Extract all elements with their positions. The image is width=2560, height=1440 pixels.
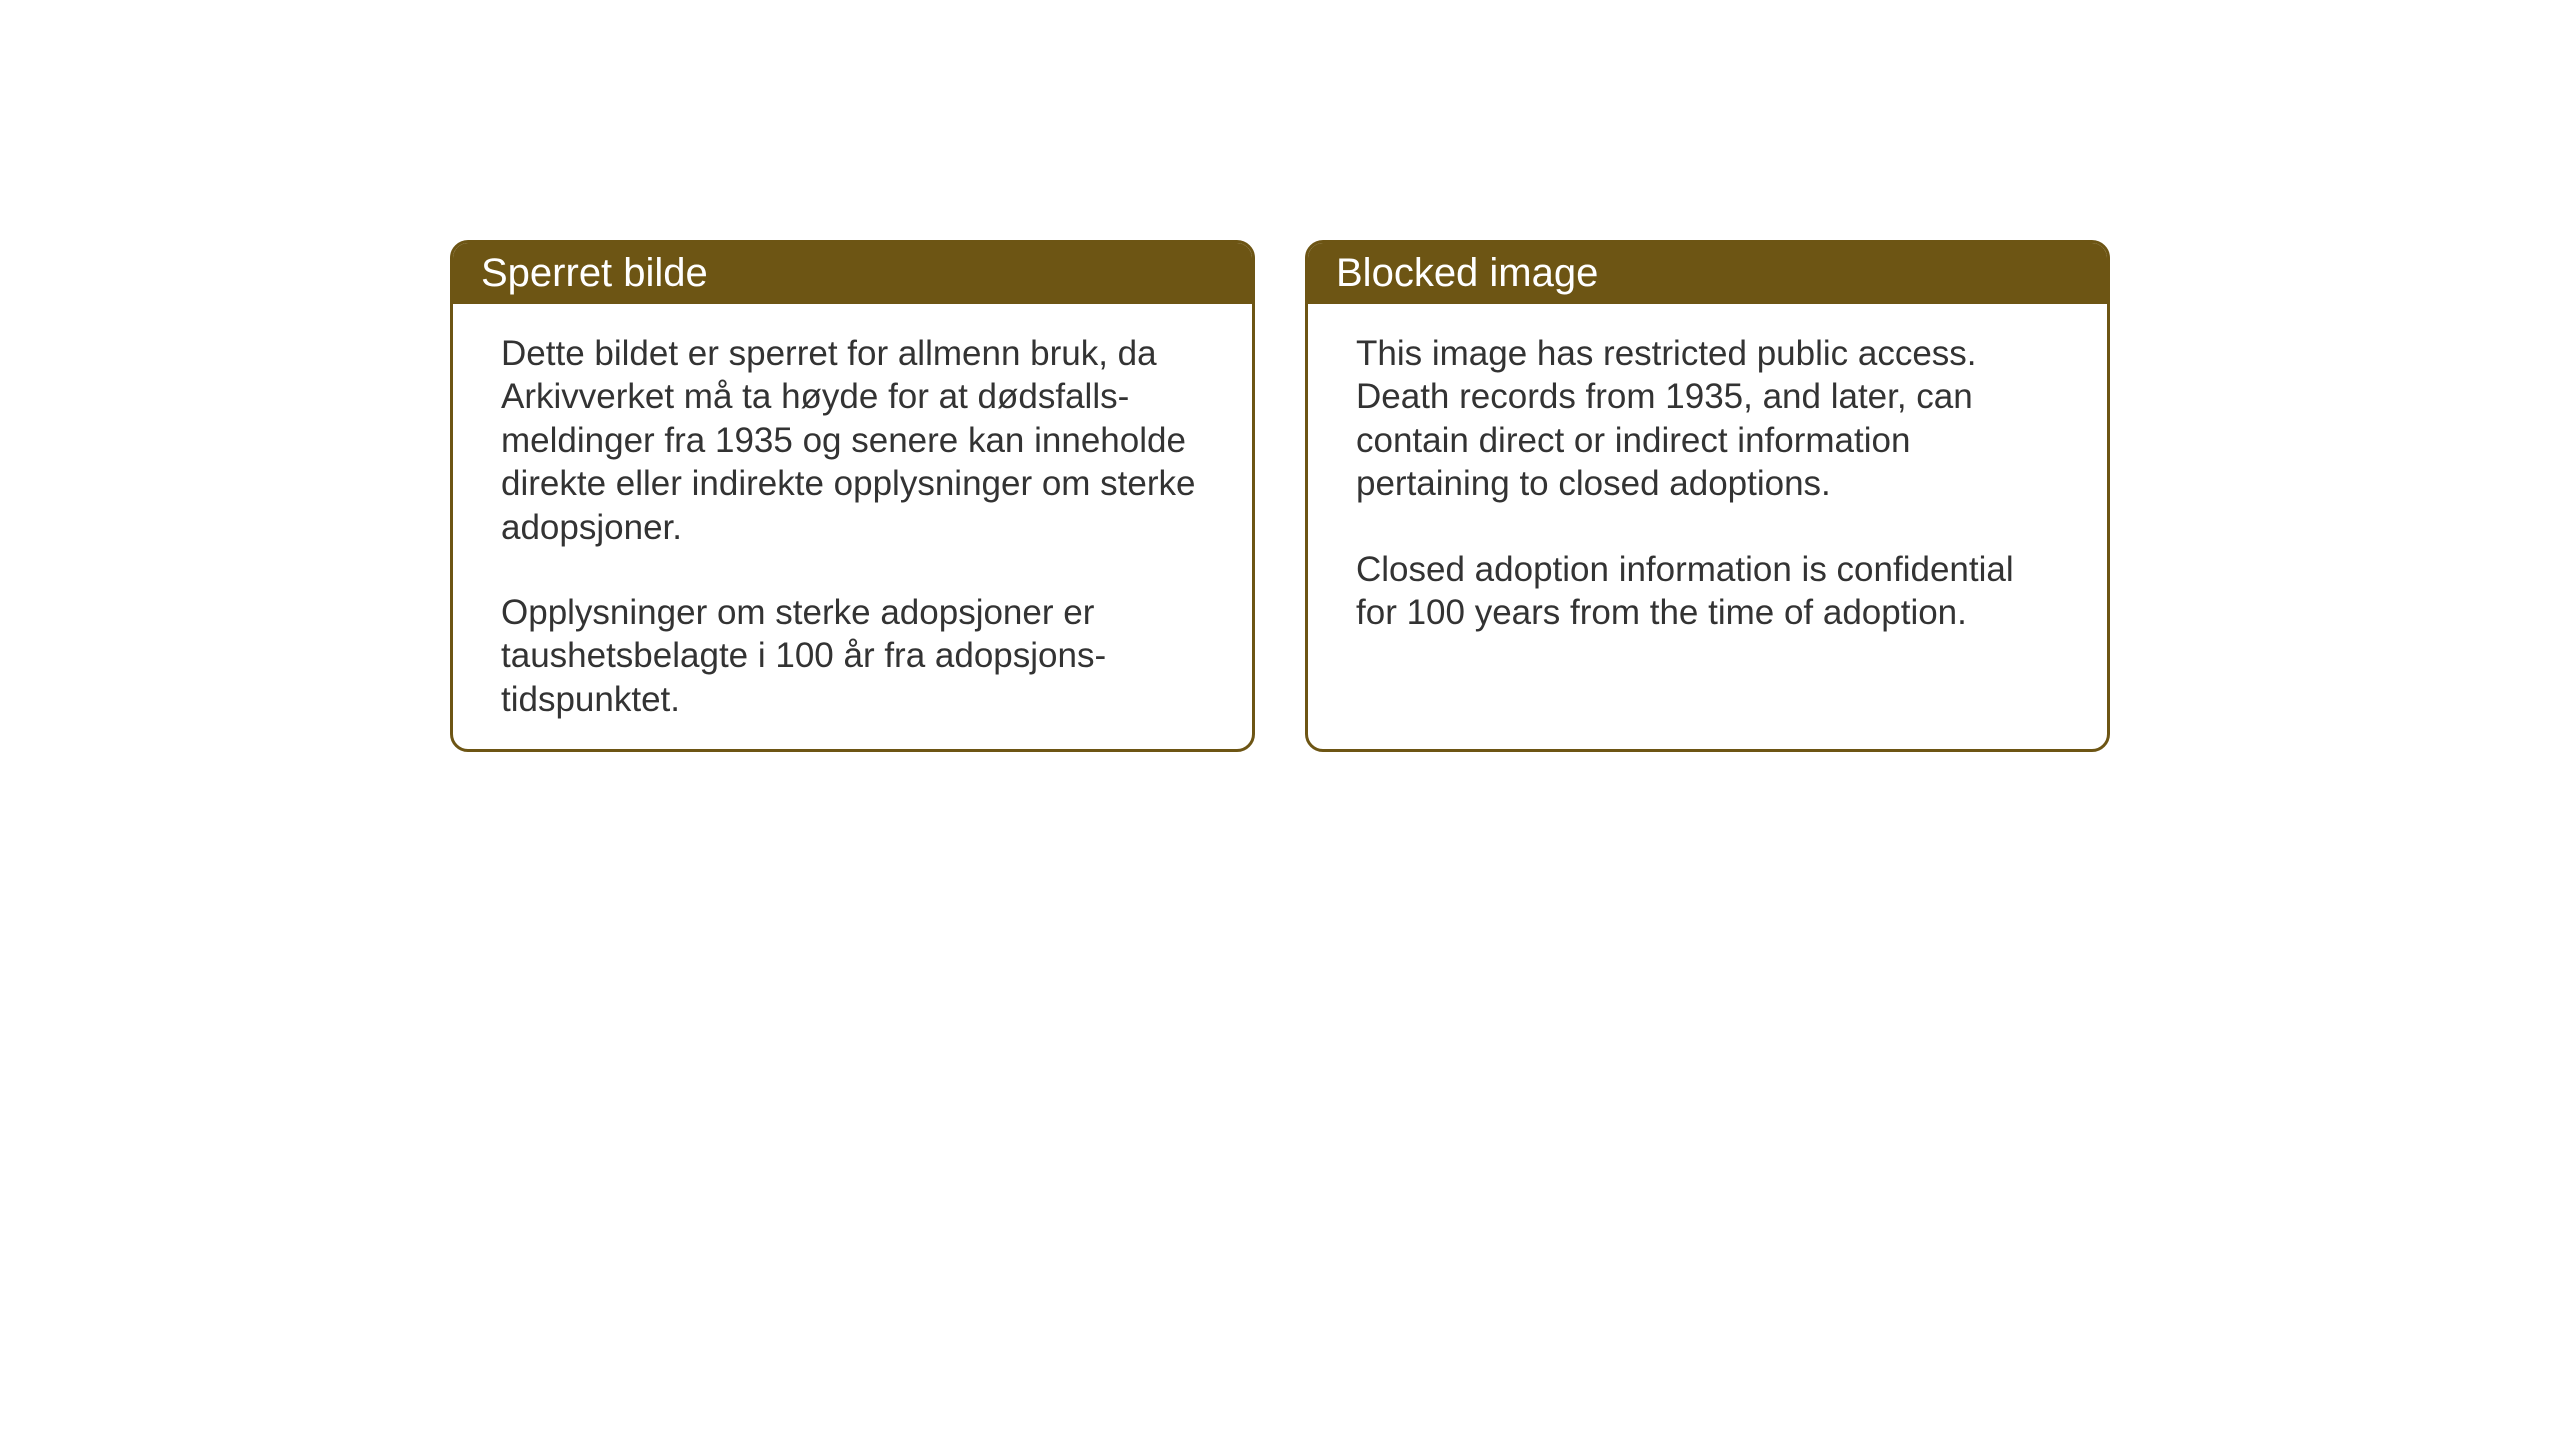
notice-body-english: This image has restricted public access.… <box>1308 304 2107 714</box>
notice-title-norwegian: Sperret bilde <box>481 251 708 295</box>
notice-paragraph-2-norwegian: Opplysninger om sterke adopsjoner er tau… <box>501 591 1204 721</box>
notice-body-norwegian: Dette bildet er sperret for allmenn bruk… <box>453 304 1252 749</box>
notice-box-english: Blocked image This image has restricted … <box>1305 240 2110 752</box>
notice-container: Sperret bilde Dette bildet er sperret fo… <box>450 240 2110 752</box>
notice-box-norwegian: Sperret bilde Dette bildet er sperret fo… <box>450 240 1255 752</box>
notice-header-norwegian: Sperret bilde <box>453 243 1252 304</box>
notice-title-english: Blocked image <box>1336 251 1598 295</box>
notice-header-english: Blocked image <box>1308 243 2107 304</box>
notice-paragraph-1-norwegian: Dette bildet er sperret for allmenn bruk… <box>501 332 1204 549</box>
notice-paragraph-2-english: Closed adoption information is confident… <box>1356 548 2059 635</box>
notice-paragraph-1-english: This image has restricted public access.… <box>1356 332 2059 506</box>
